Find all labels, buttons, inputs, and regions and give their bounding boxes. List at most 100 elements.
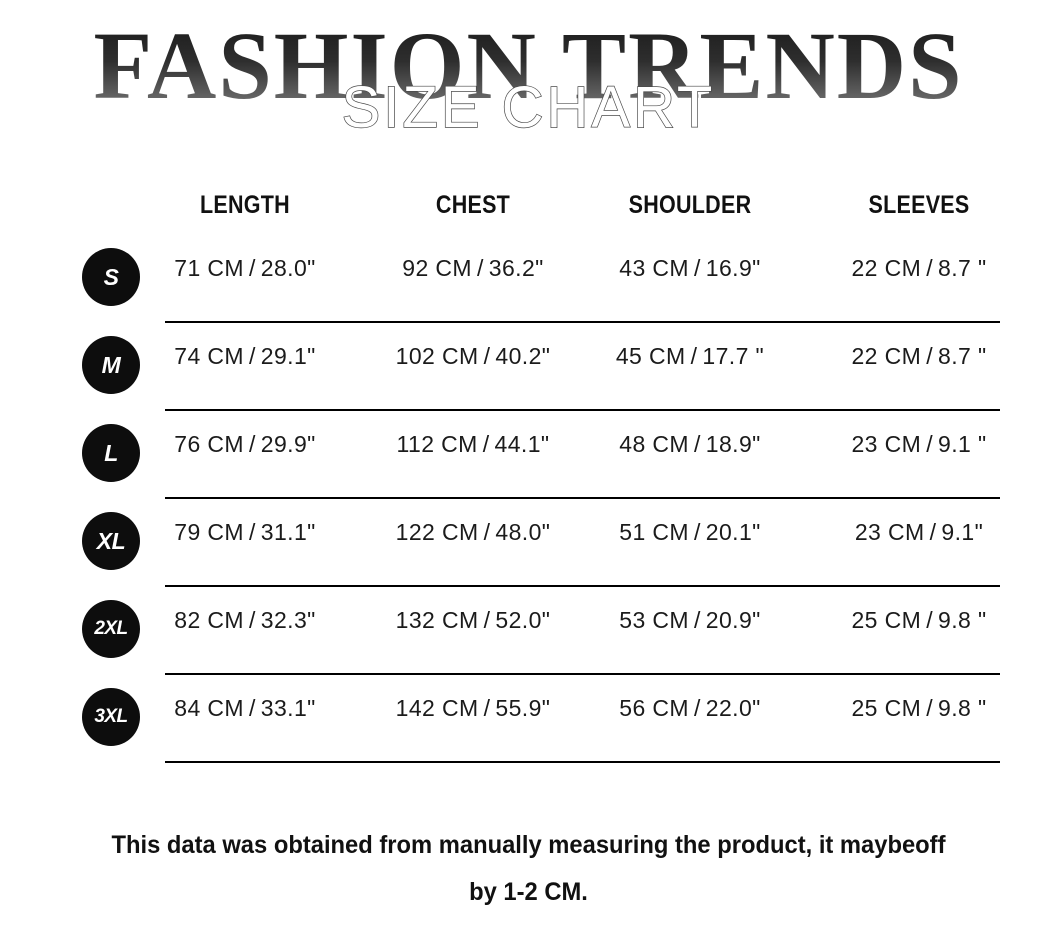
cell-chest: 112 CM/44.1"	[380, 431, 566, 458]
cell-value-in: 9.1 "	[938, 431, 987, 457]
unit-separator: /	[249, 343, 256, 369]
size-badge: L	[82, 424, 140, 482]
table-row: 3XL 84 CM/33.1" 142 CM/55.9" 56 CM/22.0"…	[0, 673, 1057, 761]
cell-value-in: 8.7 "	[938, 343, 987, 369]
column-header-length: LENGTH	[200, 191, 290, 219]
cell-value-in: 20.9"	[705, 607, 761, 633]
cell-value-cm: 132 CM	[395, 607, 479, 633]
cell-length: 82 CM/32.3"	[152, 607, 338, 634]
cell-sleeves: 22 CM/8.7 "	[826, 255, 1012, 282]
unit-separator: /	[694, 255, 701, 281]
unit-separator: /	[249, 519, 256, 545]
cell-chest: 142 CM/55.9"	[380, 695, 566, 722]
table-row: L 76 CM/29.9" 112 CM/44.1" 48 CM/18.9" 2…	[0, 409, 1057, 497]
unit-separator: /	[926, 431, 933, 457]
row-divider	[165, 673, 1000, 675]
cell-value-in: 22.0"	[705, 695, 761, 721]
table-bottom-divider	[165, 761, 1000, 763]
cell-length: 84 CM/33.1"	[152, 695, 338, 722]
unit-separator: /	[482, 431, 490, 457]
cell-value-in: 17.7 "	[702, 343, 765, 369]
cell-value-cm: 22 CM	[851, 255, 922, 281]
cell-value-cm: 22 CM	[851, 343, 922, 369]
cell-value-cm: 45 CM	[615, 343, 686, 369]
table-row: XL 79 CM/31.1" 122 CM/48.0" 51 CM/20.1" …	[0, 497, 1057, 585]
measurement-disclaimer: This data was obtained from manually mea…	[82, 822, 976, 916]
cell-sleeves: 23 CM/9.1"	[826, 519, 1012, 546]
cell-value-cm: 79 CM	[174, 519, 244, 545]
cell-value-in: 9.8 "	[938, 607, 987, 633]
cell-value-in: 52.0"	[495, 607, 551, 633]
cell-value-cm: 112 CM	[396, 431, 478, 457]
size-badge: S	[82, 248, 140, 306]
cell-value-cm: 43 CM	[619, 255, 689, 281]
cell-value-in: 55.9"	[495, 695, 551, 721]
size-badge: XL	[82, 512, 140, 570]
unit-separator: /	[926, 343, 933, 369]
unit-separator: /	[929, 519, 937, 545]
cell-shoulder: 53 CM/20.9"	[592, 607, 788, 634]
cell-value-cm: 51 CM	[619, 519, 689, 545]
cell-value-cm: 92 CM	[402, 255, 472, 281]
column-header-sleeves: SLEEVES	[868, 191, 970, 219]
cell-length: 74 CM/29.1"	[152, 343, 338, 370]
cell-value-in: 9.1"	[941, 519, 984, 545]
unit-separator: /	[249, 431, 256, 457]
unit-separator: /	[483, 519, 491, 545]
cell-value-cm: 23 CM	[854, 519, 925, 545]
cell-sleeves: 22 CM/8.7 "	[826, 343, 1012, 370]
cell-length: 79 CM/31.1"	[152, 519, 338, 546]
cell-chest: 102 CM/40.2"	[380, 343, 566, 370]
cell-value-in: 29.9"	[260, 431, 316, 457]
cell-value-cm: 142 CM	[395, 695, 479, 721]
column-header-shoulder: SHOULDER	[628, 191, 752, 219]
cell-shoulder: 51 CM/20.1"	[592, 519, 788, 546]
unit-separator: /	[690, 343, 698, 369]
cell-chest: 92 CM/36.2"	[380, 255, 566, 282]
cell-value-cm: 53 CM	[619, 607, 689, 633]
cell-sleeves: 25 CM/9.8 "	[826, 607, 1012, 634]
cell-value-cm: 25 CM	[851, 695, 922, 721]
cell-value-in: 20.1"	[705, 519, 761, 545]
unit-separator: /	[694, 607, 701, 633]
cell-value-cm: 23 CM	[851, 431, 922, 457]
column-header-chest: CHEST	[435, 191, 511, 219]
cell-shoulder: 45 CM/17.7 "	[592, 343, 788, 370]
unit-separator: /	[477, 255, 484, 281]
cell-sleeves: 25 CM/9.8 "	[826, 695, 1012, 722]
cell-value-cm: 84 CM	[174, 695, 244, 721]
cell-value-in: 48.0"	[495, 519, 551, 545]
disclaimer-line-2: by 1-2 CM.	[469, 878, 588, 906]
unit-separator: /	[483, 343, 491, 369]
unit-separator: /	[249, 255, 256, 281]
unit-separator: /	[926, 695, 933, 721]
cell-value-cm: 71 CM	[174, 255, 244, 281]
unit-separator: /	[694, 695, 701, 721]
table-row: S 71 CM/28.0" 92 CM/36.2" 43 CM/16.9" 22…	[0, 233, 1057, 321]
cell-shoulder: 43 CM/16.9"	[592, 255, 788, 282]
cell-value-in: 16.9"	[705, 255, 761, 281]
disclaimer-line-1: This data was obtained from manually mea…	[111, 831, 946, 859]
cell-value-cm: 76 CM	[174, 431, 244, 457]
table-row: M 74 CM/29.1" 102 CM/40.2" 45 CM/17.7 " …	[0, 321, 1057, 409]
cell-value-cm: 82 CM	[174, 607, 244, 633]
size-chart-table: LENGTH CHEST SHOULDER SLEEVES S 71 CM/28…	[0, 165, 1057, 763]
cell-value-cm: 74 CM	[174, 343, 244, 369]
page-title: FASHION TRENDS	[0, 18, 1057, 114]
cell-value-in: 31.1"	[260, 519, 316, 545]
cell-value-in: 8.7 "	[938, 255, 987, 281]
cell-value-in: 18.9"	[705, 431, 761, 457]
cell-value-in: 44.1"	[494, 431, 550, 457]
cell-value-cm: 48 CM	[619, 431, 689, 457]
cell-value-in: 28.0"	[260, 255, 316, 281]
cell-sleeves: 23 CM/9.1 "	[826, 431, 1012, 458]
cell-chest: 122 CM/48.0"	[380, 519, 566, 546]
title-block: FASHION TRENDS SIZE CHART	[0, 0, 1057, 165]
size-badge: 2XL	[82, 600, 140, 658]
cell-value-cm: 25 CM	[851, 607, 922, 633]
cell-value-in: 32.3"	[260, 607, 316, 633]
cell-value-in: 36.2"	[488, 255, 544, 281]
unit-separator: /	[249, 695, 256, 721]
unit-separator: /	[483, 607, 491, 633]
row-divider	[165, 497, 1000, 499]
